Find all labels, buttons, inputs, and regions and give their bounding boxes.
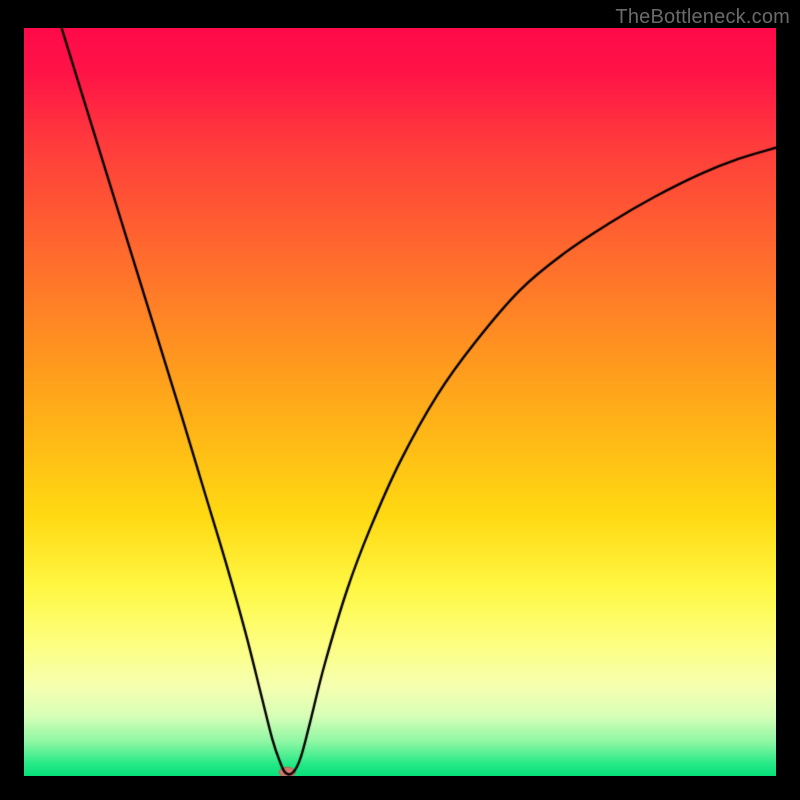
outer-frame: TheBottleneck.com: [0, 0, 800, 800]
plot-area: [24, 28, 776, 776]
curve-layer: [24, 28, 776, 776]
watermark-text: TheBottleneck.com: [615, 6, 790, 29]
